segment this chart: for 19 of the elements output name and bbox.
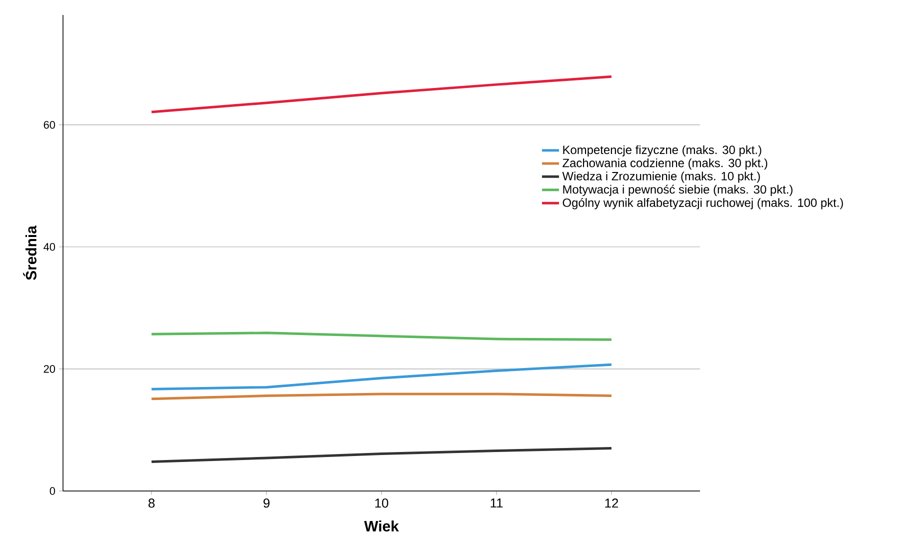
x-tick-label: 9 <box>264 498 270 508</box>
y-tick-label: 60 <box>44 120 56 129</box>
legend-label: Ogólny wynik alfabetyzacji ruchowej (maks. 100 pkt.) <box>562 198 843 210</box>
legend-label: Zachowania codzienne (maks. 30 pkt.) <box>562 158 768 170</box>
x-tick-label: 12 <box>605 498 618 508</box>
line-series <box>150 75 613 114</box>
x-tick-label: 8 <box>148 498 155 508</box>
y-axis-title: Średnia <box>23 225 36 280</box>
legend-label: Motywacja i pewność siebie (maks. 30 pkt.) <box>563 184 792 196</box>
y-tick-label: 0 <box>50 487 56 495</box>
line-series <box>150 447 613 463</box>
x-tick-label: 10 <box>375 498 388 508</box>
y-tick-label: 40 <box>44 243 56 251</box>
legend-label: Kompetencje fizyczne (maks. 30 pkt.) <box>563 145 762 156</box>
line-series <box>150 363 613 390</box>
y-tick-label: 20 <box>44 365 56 373</box>
x-axis-title: Wiek <box>364 520 399 532</box>
x-tick-label: 11 <box>490 498 503 508</box>
legend-label: Wiedza i Zrozumienie (maks. 10 pkt.) <box>562 172 760 183</box>
